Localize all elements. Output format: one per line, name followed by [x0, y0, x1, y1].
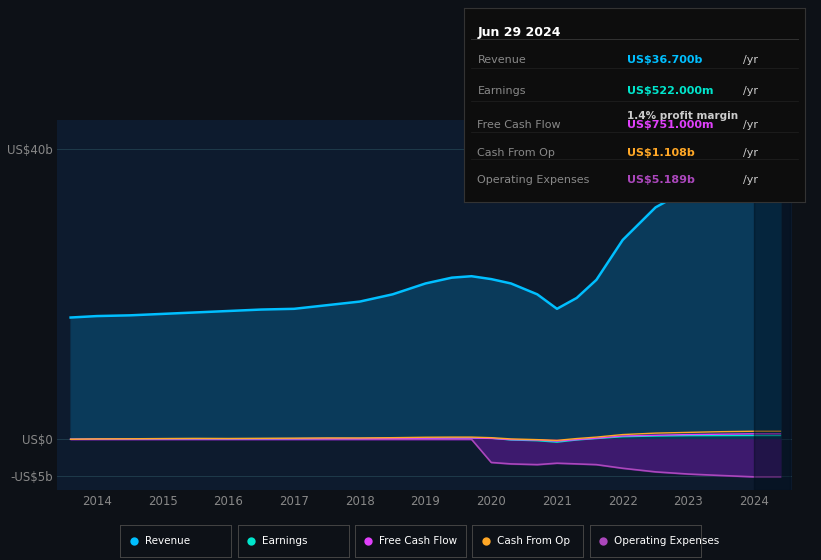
Text: Operating Expenses: Operating Expenses — [614, 536, 719, 546]
Text: Earnings: Earnings — [262, 536, 308, 546]
Text: US$751.000m: US$751.000m — [627, 120, 714, 130]
Text: Revenue: Revenue — [478, 55, 526, 65]
Text: US$522.000m: US$522.000m — [627, 86, 714, 96]
Text: Earnings: Earnings — [478, 86, 526, 96]
Bar — [754, 120, 791, 490]
Text: /yr: /yr — [743, 55, 759, 65]
Text: 1.4% profit margin: 1.4% profit margin — [627, 111, 739, 121]
Text: Operating Expenses: Operating Expenses — [478, 175, 589, 185]
Text: Revenue: Revenue — [144, 536, 190, 546]
Text: US$36.700b: US$36.700b — [627, 55, 703, 65]
Text: Jun 29 2024: Jun 29 2024 — [478, 26, 561, 39]
Text: US$5.189b: US$5.189b — [627, 175, 695, 185]
Text: Free Cash Flow: Free Cash Flow — [478, 120, 561, 130]
Text: Cash From Op: Cash From Op — [478, 147, 555, 157]
Text: /yr: /yr — [743, 120, 759, 130]
Text: Cash From Op: Cash From Op — [497, 536, 570, 546]
Text: /yr: /yr — [743, 86, 759, 96]
Text: Free Cash Flow: Free Cash Flow — [379, 536, 457, 546]
Text: /yr: /yr — [743, 147, 759, 157]
Text: /yr: /yr — [743, 175, 759, 185]
Text: US$1.108b: US$1.108b — [627, 147, 695, 157]
